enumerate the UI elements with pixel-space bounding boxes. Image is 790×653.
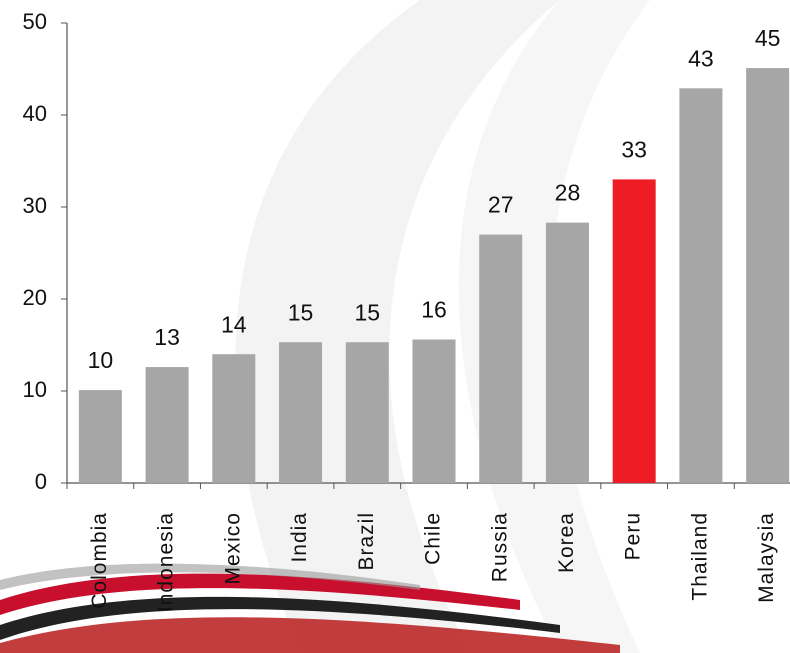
value-label: 33	[621, 136, 647, 162]
value-label: 13	[154, 324, 180, 350]
value-label: 28	[555, 180, 581, 206]
x-tick-label: Thailand	[688, 512, 711, 601]
bar	[78, 390, 122, 483]
x-tick-label: Peru	[622, 512, 645, 560]
value-label: 27	[488, 192, 514, 218]
x-tick-label: Colombia	[88, 512, 111, 609]
y-tick-label: 10	[23, 377, 47, 402]
bar	[145, 367, 189, 483]
x-tick-label: Russia	[488, 512, 511, 582]
value-label: 14	[221, 311, 247, 337]
bar	[212, 354, 256, 483]
x-tick-label: Indonesia	[155, 512, 178, 612]
bar	[545, 222, 589, 483]
value-label: 45	[755, 25, 781, 51]
x-tick-label: India	[288, 512, 311, 563]
bar	[479, 234, 523, 483]
y-tick-label: 30	[23, 193, 47, 218]
background-decoration	[0, 0, 620, 653]
bar	[679, 88, 723, 483]
x-tick-label: Brazil	[355, 512, 378, 571]
value-label: 16	[421, 297, 447, 323]
y-tick-label: 50	[23, 9, 47, 34]
value-label: 15	[288, 299, 314, 325]
bar	[279, 342, 323, 483]
value-label: 43	[688, 45, 714, 71]
value-label: 10	[88, 347, 114, 373]
x-tick-label: Korea	[555, 512, 578, 573]
bar	[345, 342, 389, 483]
y-tick-label: 40	[23, 101, 47, 126]
bar	[412, 339, 456, 483]
x-tick-label: Malaysia	[755, 512, 778, 603]
x-tick-label: Chile	[422, 512, 445, 565]
value-label: 15	[354, 299, 380, 325]
bar	[612, 179, 656, 483]
y-tick-label: 20	[23, 285, 47, 310]
bar	[746, 68, 790, 483]
y-tick-label: 0	[35, 469, 47, 494]
x-tick-label: Mexico	[221, 512, 244, 585]
